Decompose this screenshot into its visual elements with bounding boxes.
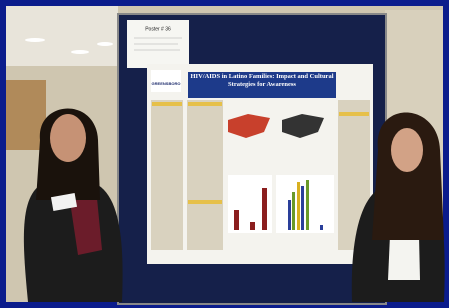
light — [25, 38, 45, 42]
poster-title: HIV/AIDS in Latino Families: Impact and … — [190, 73, 334, 89]
chart-image — [276, 175, 334, 233]
ceiling — [6, 6, 118, 66]
light — [71, 50, 89, 54]
poster-title-box: HIV/AIDS in Latino Families: Impact and … — [190, 73, 334, 97]
sign-title: Poster # 36 — [145, 26, 171, 32]
light — [97, 42, 113, 46]
photo: Poster # 36 GREENSBORO HIV/AIDS in Latin… — [0, 0, 449, 308]
logo: GREENSBORO — [152, 81, 181, 86]
